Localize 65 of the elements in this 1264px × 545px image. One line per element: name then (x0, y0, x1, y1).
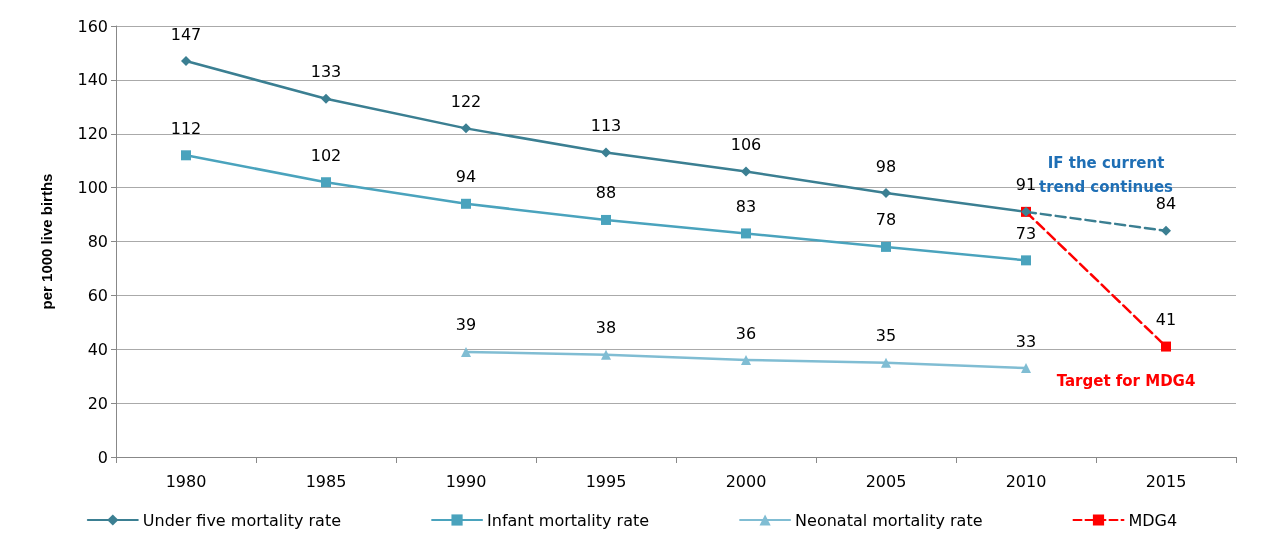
y-tick-label: 120 (77, 124, 108, 144)
x-tick-label: 2005 (865, 471, 907, 491)
point (1161, 341, 1171, 352)
point (741, 166, 751, 177)
data-label: 98 (875, 156, 897, 176)
y-tick-label: 0 (97, 447, 108, 467)
data-label: 36 (735, 323, 757, 343)
data-label: 33 (1015, 331, 1037, 351)
data-label: 39 (455, 315, 477, 335)
point (321, 93, 331, 104)
data-label: 88 (595, 183, 617, 203)
data-label: 122 (450, 91, 482, 111)
point (1021, 363, 1031, 374)
data-label: 78 (875, 210, 897, 230)
legend-label: Infant mortality rate (487, 510, 650, 530)
x-tick-label: 2010 (1005, 471, 1047, 491)
point (1021, 255, 1031, 266)
x-tick-label: 1980 (165, 471, 207, 491)
y-tick-label: 40 (87, 339, 108, 359)
y-tick-label: 60 (87, 285, 108, 305)
data-label: 133 (310, 62, 342, 82)
data-label: 106 (730, 134, 762, 154)
data-label: 84 (1155, 194, 1177, 214)
legend-label: Under five mortality rate (142, 510, 342, 530)
y-tick-label: 20 (87, 393, 108, 413)
y-tick-label: 100 (77, 178, 108, 198)
point (321, 177, 331, 188)
point (741, 355, 751, 366)
data-label: 102 (310, 145, 342, 165)
point (881, 188, 891, 199)
point (181, 150, 191, 161)
data-label: 38 (595, 318, 617, 338)
annotation: Target for MDG4 (1056, 371, 1196, 390)
data-label: 91 (1015, 175, 1037, 195)
point (461, 123, 471, 134)
legend-label: Neonatal mortality rate (795, 510, 983, 530)
data-label: 112 (170, 118, 202, 138)
point (601, 214, 611, 225)
point (881, 241, 891, 252)
y-tick-label: 140 (77, 70, 108, 90)
annotation: IF the current trend continues (1038, 153, 1174, 196)
data-label: 73 (1015, 223, 1037, 243)
x-tick-label: 1990 (445, 471, 487, 491)
point (181, 56, 191, 67)
data-label: 113 (590, 116, 622, 136)
y-tick-label: 160 (77, 16, 108, 36)
y-axis-title: per 1000 live births (38, 173, 55, 310)
data-label: 83 (735, 196, 757, 216)
legend-label: MDG4 (1128, 510, 1178, 530)
data-label: 94 (455, 167, 477, 187)
point (741, 228, 751, 239)
x-tick-label: 1985 (305, 471, 347, 491)
point (461, 346, 471, 357)
point (461, 198, 471, 209)
y-tick-label: 80 (87, 232, 108, 251)
point (881, 357, 891, 368)
data-label: 35 (875, 326, 897, 346)
x-tick-label: 2000 (725, 471, 767, 491)
data-label: 147 (170, 24, 202, 44)
point (601, 147, 611, 158)
x-tick-label: 1995 (585, 471, 627, 491)
point (1161, 225, 1171, 236)
point (601, 349, 611, 360)
x-tick-label: 2015 (1145, 471, 1187, 491)
data-label: 41 (1155, 310, 1177, 330)
